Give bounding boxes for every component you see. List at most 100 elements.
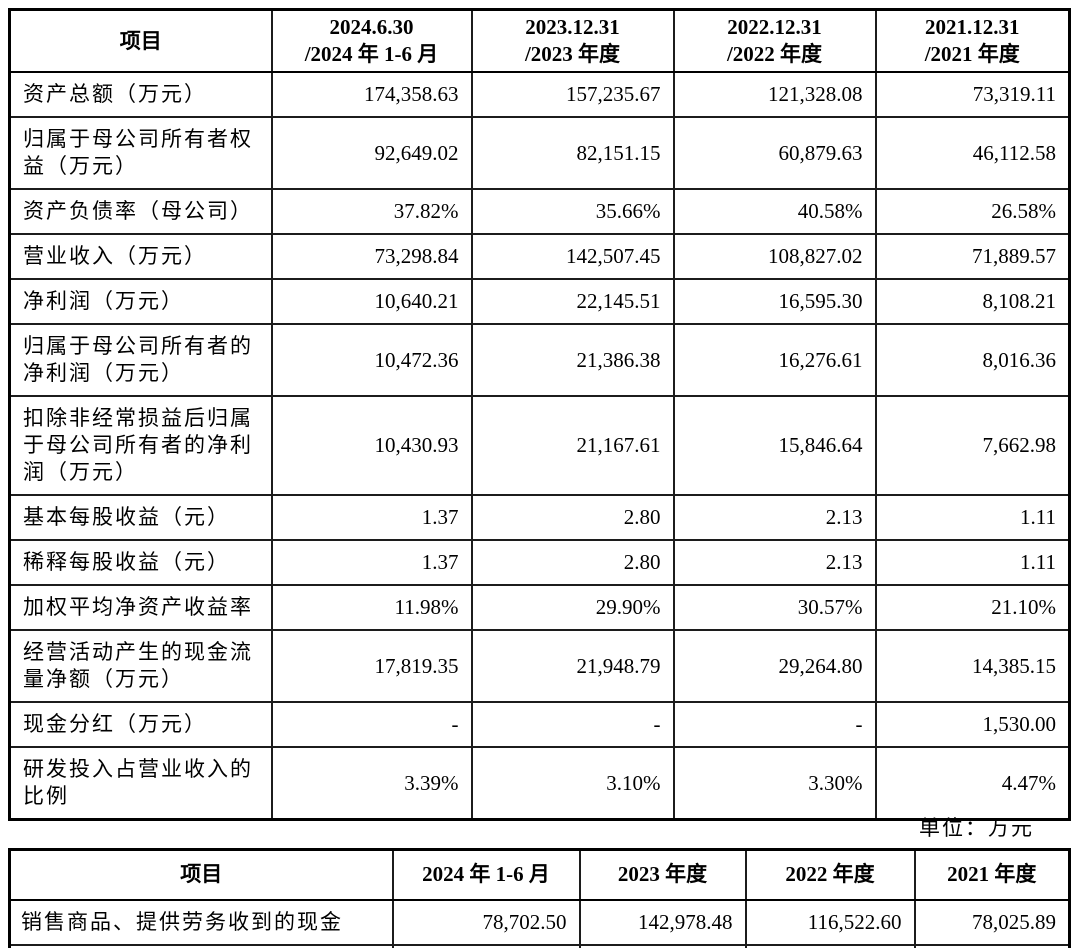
empty-cell — [913, 943, 1071, 948]
row-value: 174,358.63 — [270, 71, 473, 118]
period-date: 2021.12.31 — [925, 15, 1020, 39]
row-value: 21,948.79 — [470, 629, 675, 703]
table-row: 加权平均净资产收益率 11.98% 29.90% 30.57% 21.10% — [8, 584, 1071, 631]
row-value: 2.80 — [470, 494, 675, 541]
empty-cell — [744, 943, 916, 948]
period-range: /2023 年度 — [524, 42, 621, 66]
row-value: 1.37 — [270, 539, 473, 586]
row-value: 7,662.98 — [874, 395, 1071, 496]
table-header-row: 项目 2024 年 1-6 月 2023 年度 2022 年度 2021 年度 — [8, 848, 1071, 901]
row-value: 1.37 — [270, 494, 473, 541]
row-value: 10,430.93 — [270, 395, 473, 496]
column-header-period-2023: 2023 年度 — [578, 848, 747, 901]
cash-received-table: 项目 2024 年 1-6 月 2023 年度 2022 年度 2021 年度 … — [8, 848, 1071, 948]
table-row-partial — [8, 943, 1071, 948]
table-row: 归属于母公司所有者的净利润（万元） 10,472.36 21,386.38 16,27… — [8, 323, 1071, 397]
empty-cell — [578, 943, 747, 948]
row-value: 78,025.89 — [913, 898, 1071, 946]
period-range: /2022 年度 — [726, 42, 823, 66]
unit-note: 单位：万元 — [919, 816, 1034, 840]
column-header-item: 项目 — [8, 8, 273, 73]
row-value: 8,108.21 — [874, 278, 1071, 325]
row-label: 营业收入（万元） — [8, 233, 273, 280]
row-label: 经营活动产生的现金流量净额（万元） — [8, 629, 273, 703]
row-value: 142,978.48 — [578, 898, 747, 946]
period-date: 2024.6.30 — [329, 15, 414, 39]
row-value: 142,507.45 — [470, 233, 675, 280]
row-value: 4.47% — [874, 746, 1071, 821]
table-row: 销售商品、提供劳务收到的现金 78,702.50 142,978.48 116,522… — [8, 898, 1071, 946]
row-label: 净利润（万元） — [8, 278, 273, 325]
table-row: 净利润（万元） 10,640.21 22,145.51 16,595.30 8,108.… — [8, 278, 1071, 325]
row-value: 10,640.21 — [270, 278, 473, 325]
table-row: 扣除非经常损益后归属于母公司所有者的净利润（万元） 10,430.93 21,167… — [8, 395, 1071, 496]
row-value: 92,649.02 — [270, 116, 473, 190]
table-row: 经营活动产生的现金流量净额（万元） 17,819.35 21,948.79 29,26… — [8, 629, 1071, 703]
row-value: 2.80 — [470, 539, 675, 586]
row-value: 37.82% — [270, 188, 473, 235]
row-value: 29.90% — [470, 584, 675, 631]
financial-summary-table: 项目 2024.6.30 /2024 年 1-6 月 2023.12.31 /2… — [8, 8, 1071, 821]
row-value: 22,145.51 — [470, 278, 675, 325]
row-label: 加权平均净资产收益率 — [8, 584, 273, 631]
table-row: 资产总额（万元） 174,358.63 157,235.67 121,328.08 73… — [8, 71, 1071, 118]
row-value: 116,522.60 — [744, 898, 916, 946]
row-value: 8,016.36 — [874, 323, 1071, 397]
period-date: 2022.12.31 — [727, 15, 822, 39]
row-value: 10,472.36 — [270, 323, 473, 397]
table-row: 研发投入占营业收入的比例 3.39% 3.10% 3.30% 4.47% — [8, 746, 1071, 821]
column-header-item: 项目 — [8, 848, 394, 901]
row-value: 3.39% — [270, 746, 473, 821]
row-value: 3.10% — [470, 746, 675, 821]
period-range: /2024 年 1-6 月 — [304, 42, 439, 66]
row-value: 108,827.02 — [672, 233, 877, 280]
row-value: 35.66% — [470, 188, 675, 235]
row-value: 73,298.84 — [270, 233, 473, 280]
row-label: 研发投入占营业收入的比例 — [8, 746, 273, 821]
row-value: 1,530.00 — [874, 701, 1071, 748]
table-row: 稀释每股收益（元） 1.37 2.80 2.13 1.11 — [8, 539, 1071, 586]
row-value: 17,819.35 — [270, 629, 473, 703]
row-label: 归属于母公司所有者的净利润（万元） — [8, 323, 273, 397]
row-value: 21.10% — [874, 584, 1071, 631]
row-value: 3.30% — [672, 746, 877, 821]
column-header-period-2022: 2022.12.31 /2022 年度 — [672, 8, 877, 73]
row-value: 46,112.58 — [874, 116, 1071, 190]
row-value: 73,319.11 — [874, 71, 1071, 118]
row-value: 82,151.15 — [470, 116, 675, 190]
row-value: 29,264.80 — [672, 629, 877, 703]
row-value: - — [672, 701, 877, 748]
column-header-period-2021: 2021 年度 — [913, 848, 1071, 901]
row-label: 基本每股收益（元） — [8, 494, 273, 541]
table-row: 现金分红（万元） - - -1,530.00 — [8, 701, 1071, 748]
column-header-period-2024: 2024.6.30 /2024 年 1-6 月 — [270, 8, 473, 73]
row-label: 归属于母公司所有者权益（万元） — [8, 116, 273, 190]
row-label: 销售商品、提供劳务收到的现金 — [8, 898, 394, 946]
column-header-period-2023: 2023.12.31 /2023 年度 — [470, 8, 675, 73]
period-range: /2021 年度 — [924, 42, 1020, 66]
row-value: 1.11 — [874, 494, 1071, 541]
table-row: 基本每股收益（元） 1.37 2.80 2.13 1.11 — [8, 494, 1071, 541]
row-value: 16,595.30 — [672, 278, 877, 325]
table-header-row: 项目 2024.6.30 /2024 年 1-6 月 2023.12.31 /2… — [8, 8, 1071, 73]
row-label: 资产总额（万元） — [8, 71, 273, 118]
row-value: 60,879.63 — [672, 116, 877, 190]
row-value: 78,702.50 — [391, 898, 581, 946]
row-value: 14,385.15 — [874, 629, 1071, 703]
column-header-period-2022: 2022 年度 — [744, 848, 916, 901]
row-value: 2.13 — [672, 494, 877, 541]
row-value: 21,386.38 — [470, 323, 675, 397]
row-value: 40.58% — [672, 188, 877, 235]
table-row: 营业收入（万元） 73,298.84 142,507.45 108,827.02 71,… — [8, 233, 1071, 280]
row-label: 稀释每股收益（元） — [8, 539, 273, 586]
table-row: 归属于母公司所有者权益（万元） 92,649.02 82,151.15 60,879.… — [8, 116, 1071, 190]
empty-cell — [8, 943, 394, 948]
column-header-period-2021: 2021.12.31 /2021 年度 — [874, 8, 1071, 73]
period-date: 2023.12.31 — [525, 15, 620, 39]
row-label: 扣除非经常损益后归属于母公司所有者的净利润（万元） — [8, 395, 273, 496]
row-value: - — [270, 701, 473, 748]
row-value: 11.98% — [270, 584, 473, 631]
row-value: 26.58% — [874, 188, 1071, 235]
row-label: 现金分红（万元） — [8, 701, 273, 748]
